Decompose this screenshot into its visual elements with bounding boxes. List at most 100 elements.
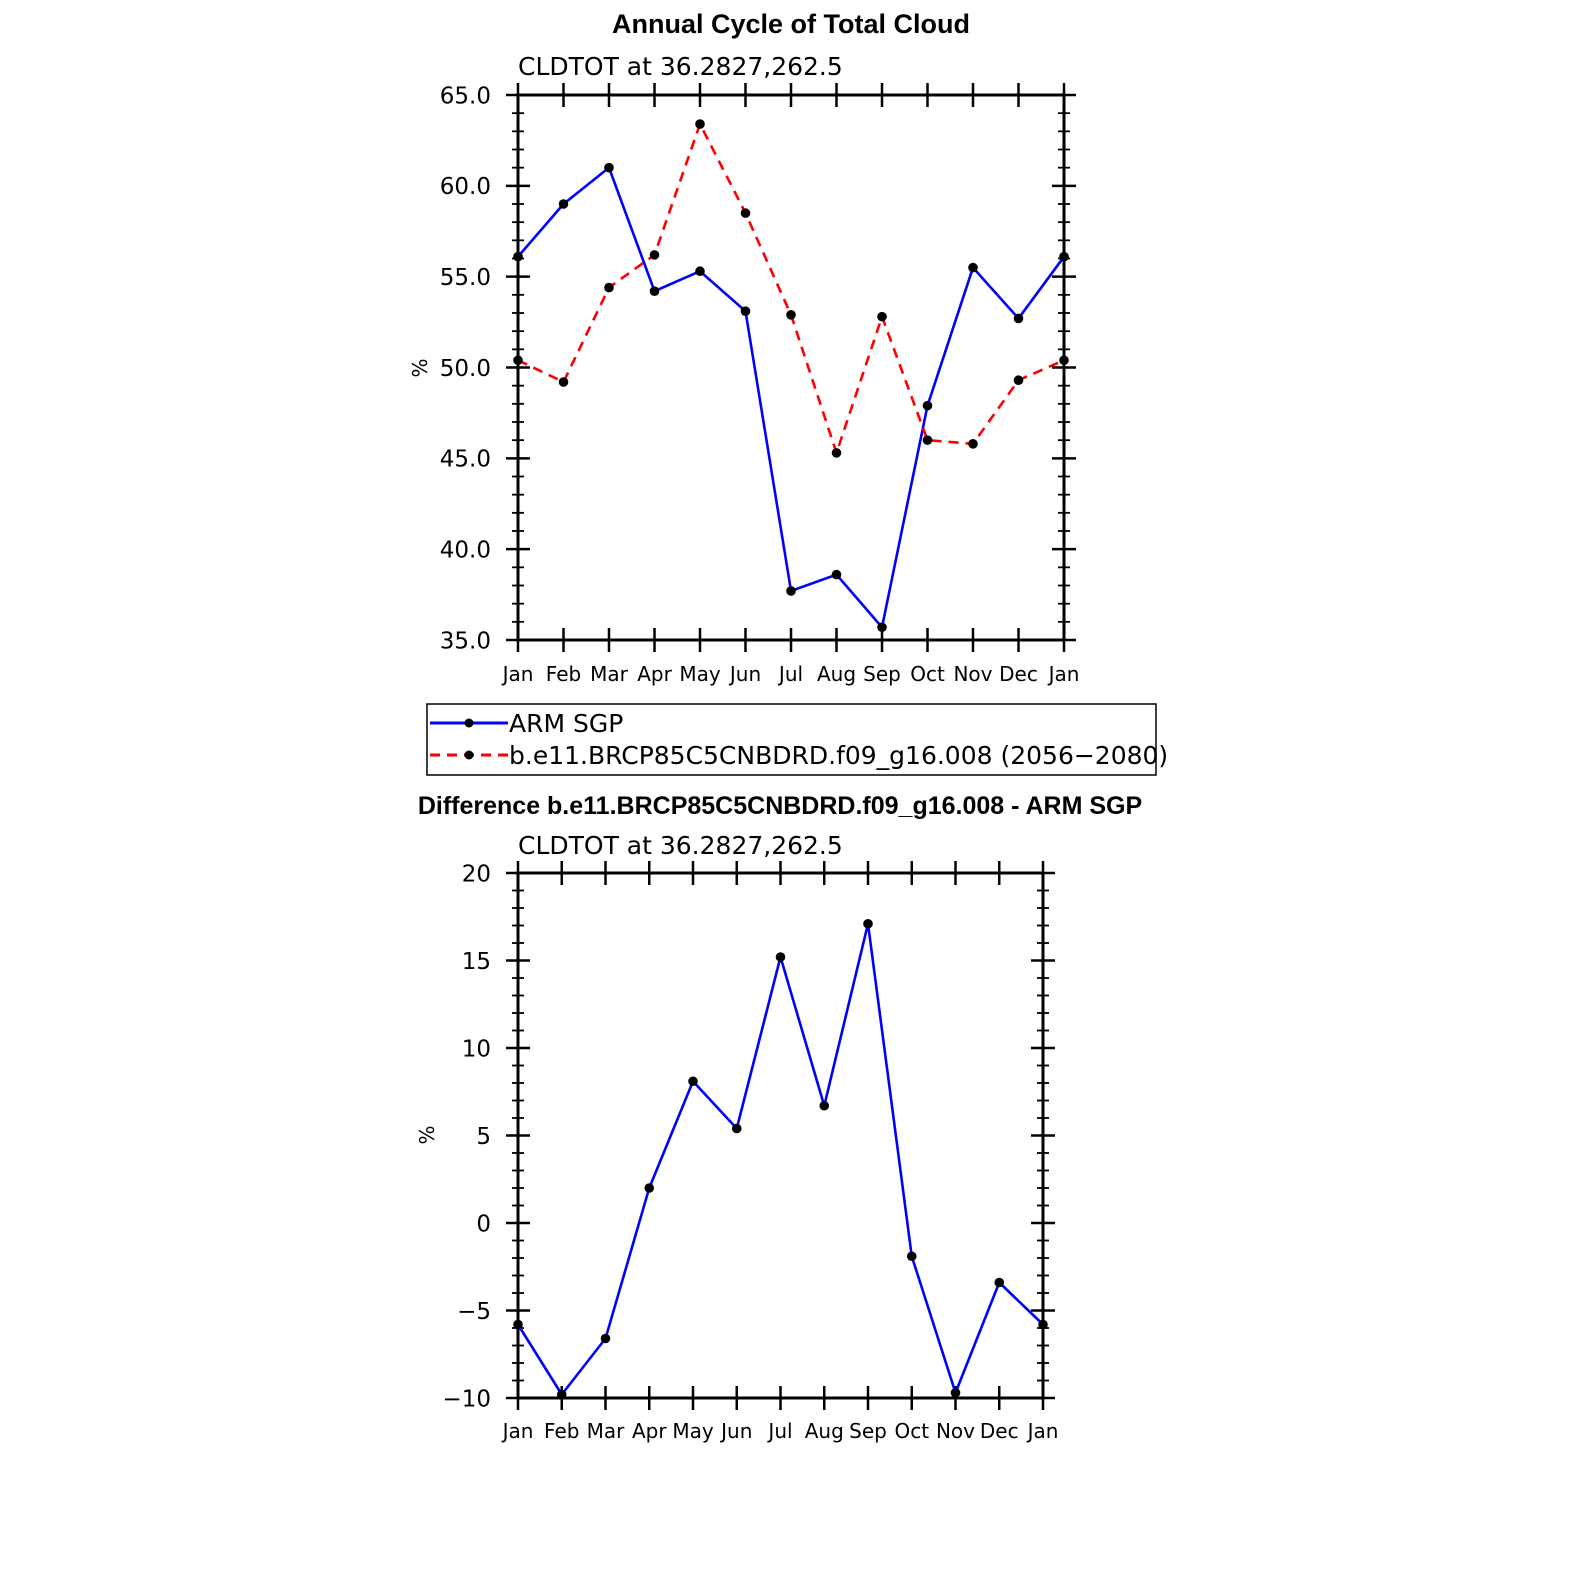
series-0-point — [513, 1319, 523, 1330]
series-0-point — [877, 622, 887, 633]
series-0-point — [556, 1389, 567, 1400]
bottom-ticks — [506, 861, 1055, 1410]
y-tick-label: 65.0 — [440, 83, 491, 109]
y-tick-label: 40.0 — [440, 537, 491, 563]
series-0-point — [994, 1277, 1005, 1288]
legend-label-model: b.e11.BRCP85C5CNBDRD.f09_g16.008 (2056−2… — [509, 741, 1168, 770]
legend-marker-arm-sgp — [464, 718, 474, 728]
series-0-point — [950, 1387, 961, 1398]
bottom-chart-ylabel: % — [415, 1125, 439, 1144]
series-1-point — [604, 282, 614, 293]
series-0-point — [906, 1251, 917, 1262]
series-0-point — [786, 586, 796, 596]
x-tick-label: Feb — [546, 662, 581, 686]
top-chart-title: Annual Cycle of Total Cloud — [612, 9, 970, 39]
x-tick-label: Nov — [936, 1419, 975, 1443]
legend-marker-model — [464, 750, 474, 760]
top-series — [513, 119, 1069, 633]
series-0-point — [819, 1100, 830, 1111]
series-line-0 — [516, 922, 1044, 1396]
y-tick-label: 15 — [462, 949, 491, 975]
x-tick-label: Jul — [777, 662, 803, 686]
y-tick-label: 5 — [476, 1124, 491, 1150]
series-0-point — [644, 1183, 655, 1193]
y-tick-label: 35.0 — [440, 628, 491, 654]
bottom-chart: Difference b.e11.BRCP85C5CNBDRD.f09_g16.… — [415, 792, 1142, 1443]
x-tick-label: Jan — [501, 1419, 534, 1443]
y-tick-label: 0 — [476, 1211, 491, 1237]
series-1-point — [786, 310, 796, 320]
series-line-0 — [517, 166, 1066, 629]
series-0-point — [600, 1333, 611, 1344]
series-0-point — [775, 952, 786, 962]
x-tick-label: Jul — [766, 1419, 792, 1443]
x-tick-label: Oct — [910, 662, 945, 686]
bottom-chart-title: Difference b.e11.BRCP85C5CNBDRD.f09_g16.… — [418, 792, 1142, 820]
y-tick-label: 45.0 — [440, 447, 491, 473]
series-1-point — [513, 355, 523, 366]
x-tick-label: Nov — [953, 662, 992, 686]
series-0-point — [649, 286, 660, 297]
x-tick-label: Sep — [863, 662, 901, 686]
series-1-point — [968, 439, 978, 449]
x-tick-label: Sep — [849, 1419, 887, 1443]
series-0-point — [1059, 251, 1069, 262]
x-tick-label: Mar — [590, 662, 629, 686]
series-0-point — [1038, 1319, 1048, 1330]
y-tick-label: 55.0 — [440, 265, 491, 291]
series-1-point — [740, 208, 751, 218]
y-tick-label: −10 — [442, 1386, 491, 1412]
x-tick-label: Jan — [501, 662, 534, 686]
y-tick-label: 50.0 — [440, 356, 491, 382]
top-chart-subtitle: CLDTOT at 36.2827,262.5 — [518, 52, 843, 81]
x-tick-label: Oct — [894, 1419, 929, 1443]
x-tick-label: Apr — [632, 1419, 667, 1443]
series-0-point — [922, 400, 933, 411]
x-tick-label: Mar — [587, 1419, 626, 1443]
series-1-point — [1059, 355, 1069, 366]
series-1-point — [922, 435, 933, 445]
series-0-point — [740, 306, 751, 316]
series-0-point — [831, 569, 842, 580]
top-plot-frame — [516, 93, 1066, 642]
bottom-series — [513, 918, 1048, 1400]
x-tick-label: Jan — [1026, 1419, 1059, 1443]
y-tick-label: −5 — [457, 1299, 491, 1325]
y-tick-label: 60.0 — [440, 174, 491, 200]
x-tick-label: Dec — [999, 662, 1038, 686]
x-tick-label: Dec — [980, 1419, 1019, 1443]
bottom-chart-subtitle: CLDTOT at 36.2827,262.5 — [518, 831, 843, 860]
legend-label-arm-sgp: ARM SGP — [509, 709, 623, 738]
y-tick-label: 10 — [462, 1036, 491, 1062]
series-1-point — [831, 448, 842, 458]
series-0-point — [863, 918, 873, 929]
series-0-point — [1013, 313, 1024, 324]
series-0-point — [731, 1123, 742, 1134]
series-1-point — [1013, 375, 1024, 386]
top-chart: Annual Cycle of Total Cloud CLDTOT at 36… — [408, 9, 1079, 686]
top-x-tick-labels: Jan Feb Mar Apr May Jun Jul Aug Sep Oct Nov Dec Jan — [501, 662, 1080, 686]
series-0-point — [968, 262, 978, 273]
y-tick-label: 20 — [462, 861, 491, 887]
bottom-plot-frame — [516, 871, 1045, 1400]
series-0-point — [695, 266, 705, 277]
series-1-point — [877, 311, 887, 322]
x-tick-label: Jun — [728, 662, 761, 686]
x-tick-label: May — [679, 662, 721, 686]
top-chart-ylabel: % — [408, 358, 432, 377]
x-tick-label: Feb — [544, 1419, 579, 1443]
x-tick-label: Jun — [719, 1419, 752, 1443]
legend: ARM SGP b.e11.BRCP85C5CNBDRD.f09_g16.008… — [426, 703, 1168, 776]
series-1-point — [649, 250, 660, 260]
series-1-point — [558, 377, 569, 387]
top-y-tick-labels: 35.0 40.0 45.0 50.0 55.0 60.0 65.0 — [440, 83, 491, 654]
top-ticks — [506, 83, 1076, 652]
x-tick-label: May — [672, 1419, 714, 1443]
x-tick-label: Jan — [1047, 662, 1080, 686]
series-1-point — [695, 119, 705, 129]
bottom-x-tick-labels: Jan Feb Mar Apr May Jun Jul Aug Sep Oct Nov Dec Jan — [501, 1419, 1059, 1443]
x-tick-label: Aug — [805, 1419, 844, 1443]
x-tick-label: Apr — [637, 662, 672, 686]
x-tick-label: Aug — [817, 662, 856, 686]
